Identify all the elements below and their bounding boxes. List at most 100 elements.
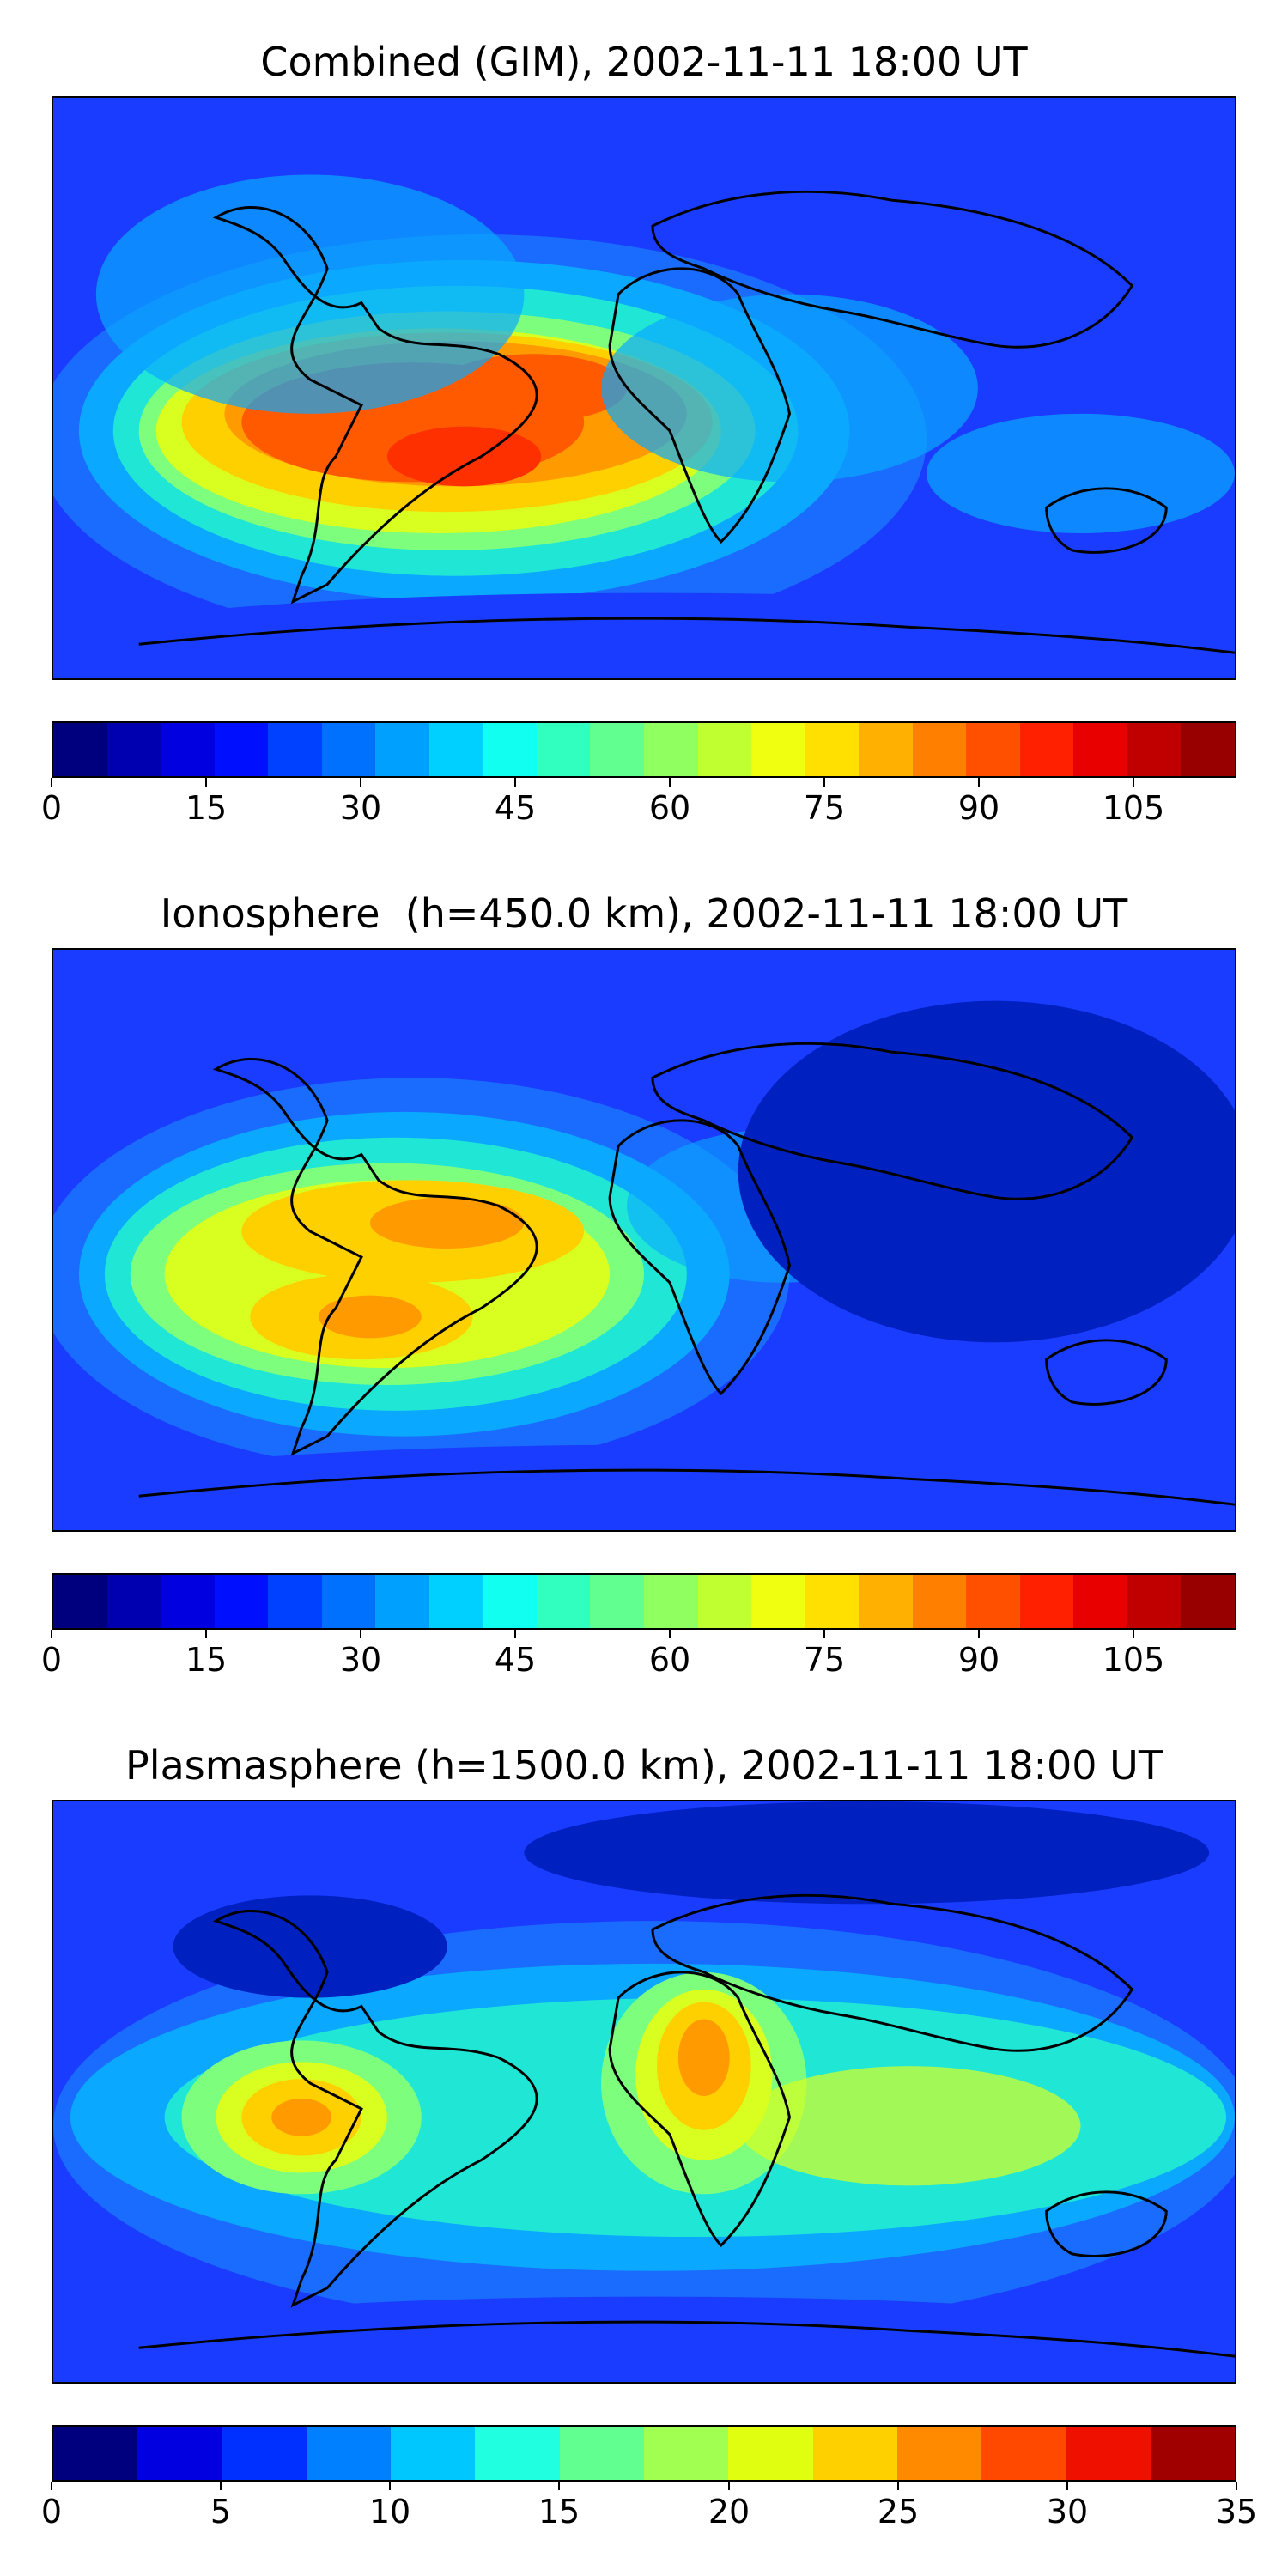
tick-mark [728,2482,730,2490]
tick-mark [360,1630,361,1638]
colorbar-segment [590,1575,645,1628]
colorbar-segment [859,1575,913,1628]
colorbar-segment [137,2427,222,2480]
tick-label: 90 [957,1641,1000,1679]
tick-label: 30 [339,789,382,827]
tick-label: 0 [40,2493,63,2530]
tick-label: 90 [957,789,1000,827]
tick-mark [51,1630,52,1638]
tick-label: 60 [648,789,691,827]
tick-mark [897,2482,899,2490]
colorbar-segment [805,1575,860,1628]
colorbar-segment [812,2427,897,2480]
colorbar-segment [1150,2427,1235,2480]
colorbar-ticks-ionosphere: 0 15 30 45 60 75 90 105 [41,1630,1236,1681]
tick-label: 25 [877,2493,920,2530]
map-combined-svg [53,98,1235,678]
tick-label: 0 [40,1641,63,1679]
colorbar-segment [1181,723,1236,776]
colorbar-segment [859,723,913,776]
tick-label: 5 [210,2493,232,2530]
tick-label: 15 [185,789,228,827]
panel-title-ionosphere: Ionosphere (h=450.0 km), 2002-11-11 18:0… [160,890,1128,937]
colorbar-segment [697,723,752,776]
tick-mark [1133,1630,1134,1638]
colorbar-segment [966,723,1020,776]
tick-label: 30 [1046,2493,1089,2530]
colorbar-segment [483,723,537,776]
colorbar-ionosphere [52,1573,1236,1630]
colorbar-segment [912,1575,967,1628]
colorbar-segment [912,723,967,776]
tick-label: 0 [40,789,63,827]
colorbar-segment [536,723,591,776]
colorbar-ticks-combined: 0 15 30 45 60 75 90 105 [41,778,1236,829]
colorbar-segment [321,723,376,776]
tick-label: 30 [339,1641,382,1679]
colorbar-segment [966,1575,1020,1628]
colorbar-segment [896,2427,982,2480]
colorbar-segment [751,1575,805,1628]
panel-title-plasmasphere: Plasmasphere (h=1500.0 km), 2002-11-11 1… [125,1742,1163,1789]
tick-mark [360,778,361,787]
tick-label: 10 [368,2493,411,2530]
tick-mark [1066,2482,1068,2490]
colorbar-segment [214,1575,269,1628]
colorbar-segment [161,723,215,776]
tick-mark [205,1630,207,1638]
colorbar-segment [375,723,429,776]
colorbar-segment [559,2427,644,2480]
colorbar-segment [53,2427,138,2480]
colorbar-segment [268,1575,322,1628]
colorbar-segment [1066,2427,1151,2480]
tick-mark [1133,778,1134,787]
tick-label: 60 [648,1641,691,1679]
panel-title-combined: Combined (GIM), 2002-11-11 18:00 UT [260,39,1028,85]
colorbar-segment [222,2427,307,2480]
tick-mark [389,2482,391,2490]
tick-mark [558,2482,560,2490]
colorbar-segment [428,723,483,776]
colorbar-segment [697,1575,752,1628]
tick-mark [823,1630,825,1638]
tick-label: 45 [494,1641,537,1679]
colorbar-segment [1181,1575,1236,1628]
colorbar-segment [53,1575,107,1628]
tick-label: 75 [803,789,846,827]
tick-mark [205,778,207,787]
colorbar-plasmasphere [52,2425,1236,2482]
tick-mark [514,778,516,787]
colorbar-ticks-plasmasphere: 0 5 10 15 20 25 30 35 [41,2482,1257,2533]
tick-label: 15 [538,2493,580,2530]
tick-label: 75 [803,1641,846,1679]
colorbar-segment [321,1575,376,1628]
colorbar-segment [805,723,860,776]
tick-label: 105 [1102,1641,1165,1679]
tick-label: 105 [1102,789,1165,827]
tick-mark [51,2482,52,2490]
tick-mark [51,778,52,787]
colorbar-segment [268,723,322,776]
colorbar-segment [53,723,107,776]
colorbar-segment [590,723,645,776]
colorbar-segment [1073,723,1127,776]
tick-label: 20 [708,2493,750,2530]
colorbar-segment [375,1575,429,1628]
tick-mark [978,1630,980,1638]
colorbar-segment [643,2427,729,2480]
map-ionosphere [52,948,1236,1532]
colorbar-segment [644,723,698,776]
map-combined [52,96,1236,680]
colorbar-segment [391,2427,476,2480]
colorbar-segment [1127,1575,1182,1628]
colorbar-segment [483,1575,537,1628]
colorbar-segment [536,1575,591,1628]
map-plasmasphere-svg [53,1801,1235,2382]
colorbar-segment [1019,1575,1074,1628]
colorbar-segment [161,1575,215,1628]
colorbar-combined [52,721,1236,778]
tick-mark [1236,2482,1237,2490]
colorbar-segment [751,723,805,776]
colorbar-segment [428,1575,483,1628]
tick-label: 15 [185,1641,228,1679]
